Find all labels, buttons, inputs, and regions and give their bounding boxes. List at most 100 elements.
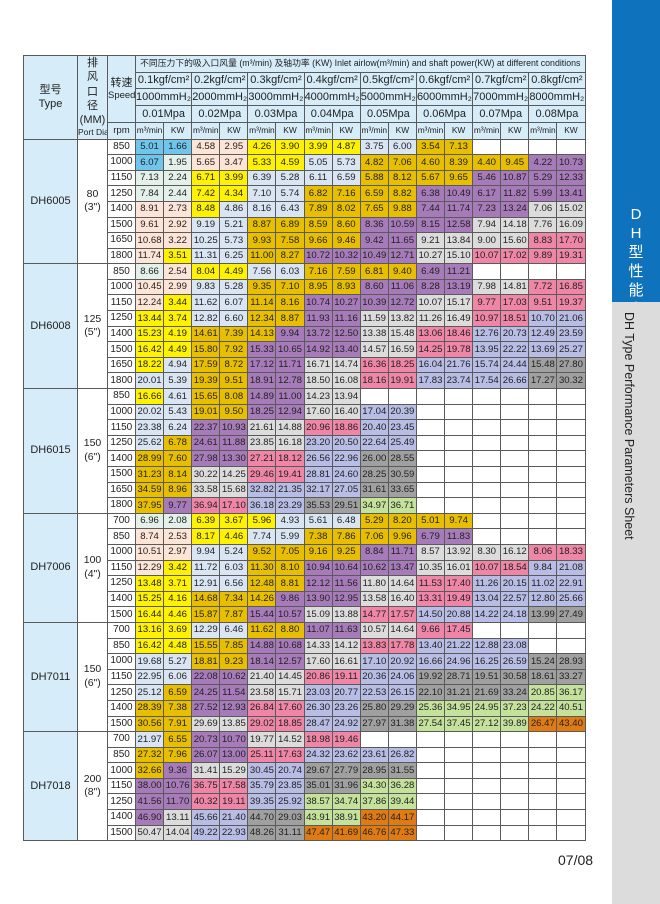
rpm-value: 1150: [107, 559, 136, 577]
airflow-value: 7.16: [303, 263, 333, 280]
power-value: 17.10: [219, 497, 249, 514]
airflow-value: 3.75: [359, 138, 389, 156]
power-value: 31.55: [387, 762, 417, 779]
airflow-value: [472, 731, 502, 748]
airflow-value: 12.48: [247, 575, 277, 592]
airflow-value: 10.45: [134, 278, 165, 296]
power-value: [556, 497, 586, 514]
rpm-value: 1400: [107, 200, 136, 218]
power-value: 16.49: [444, 310, 474, 327]
airflow-value: 10.51: [134, 543, 165, 561]
power-value: 29.29: [387, 699, 417, 717]
airflow-value: 12.88: [472, 637, 502, 655]
power-value: 30.59: [387, 466, 417, 483]
port-inch: (4"): [84, 567, 101, 580]
airflow-value: 22.53: [359, 684, 389, 701]
table-row: 1400 8.91 2.73 8.48 4.86 8.16 6.43 7.89 8.02 7.65…: [24, 200, 586, 218]
power-value: 27.05: [331, 481, 361, 499]
power-value: 29.51: [331, 497, 361, 514]
rpm-value: 850: [107, 138, 136, 156]
power-unit-header: KW: [163, 121, 193, 140]
airflow-value: 9.21: [415, 232, 446, 249]
power-value: [444, 777, 474, 795]
power-value: 20.74: [275, 762, 305, 779]
pressure-kgf: 0.7kgf/cm²: [472, 71, 530, 90]
power-value: 4.49: [163, 341, 193, 358]
port-mm: 80: [86, 187, 99, 200]
airflow-value: 12.82: [191, 310, 221, 327]
power-value: 12.50: [331, 325, 361, 343]
airflow-value: 30.45: [247, 762, 277, 779]
airflow-value: 13.69: [528, 341, 558, 358]
airflow-value: 7.84: [134, 185, 165, 202]
rpm-value: 1250: [107, 793, 136, 811]
pressure-kgf: 0.1kgf/cm²: [134, 71, 193, 90]
power-value: 8.72: [219, 356, 249, 374]
airflow-value: 5.01: [415, 512, 446, 530]
power-value: [500, 138, 530, 156]
port-diameter: 150 (6"): [77, 388, 108, 514]
airflow-value: 18.22: [134, 356, 165, 374]
power-value: 26.59: [500, 653, 530, 670]
airflow-value: 26.30: [303, 699, 333, 717]
airflow-value: 10.70: [528, 310, 558, 327]
airflow-value: 28.95: [359, 762, 389, 779]
airflow-value: 8.95: [303, 278, 333, 296]
power-value: [444, 403, 474, 421]
power-value: 23.85: [275, 777, 305, 795]
power-value: 17.03: [500, 294, 530, 312]
table-row: DH7011 150 (6") 700 13.16 3.69 12.29 6.46 11.62 8…: [23, 621, 586, 733]
airflow-value: 8.30: [472, 543, 502, 561]
table-row: 1400 15.23 4.19 14.61 7.39 14.13 9.94 13.72 12.5…: [24, 325, 586, 343]
type-header-en: Type: [38, 98, 63, 111]
table-row: 1400 28.39 7.38 27.52 12.93 26.84 17.60 26.30 23…: [24, 699, 586, 717]
airflow-value: 14.50: [415, 606, 446, 623]
power-value: 3.74: [163, 310, 193, 327]
airflow-value: 9.66: [415, 621, 446, 639]
power-value: 10.49: [444, 185, 474, 202]
power-value: 7.87: [219, 606, 249, 623]
table-body: DH6005 80 (3") 850 5.01 1.66 4.58 2.95 4.26 3.90 3…: [23, 138, 586, 842]
airflow-value: 15.74: [472, 356, 502, 374]
airflow-value: 12.91: [191, 575, 221, 592]
airflow-value: 28.39: [134, 699, 165, 717]
airflow-value: 16.42: [134, 341, 165, 358]
airflow-value: 19.68: [134, 653, 165, 670]
power-value: 19.11: [331, 668, 361, 686]
airflow-value: 9.61: [134, 216, 165, 234]
airflow-value: 18.98: [303, 731, 333, 748]
pressure-mmh2o: 7000mmH₂O: [472, 88, 530, 107]
airflow-value: 22.95: [134, 668, 165, 686]
airflow-value: 50.47: [134, 824, 165, 842]
pressure-mmh2o: 8000mmH₂O: [528, 88, 586, 107]
power-value: [387, 731, 417, 748]
airflow-value: 11.53: [415, 575, 446, 592]
airflow-value: 15.23: [134, 325, 165, 343]
rpm-value: 1400: [107, 450, 136, 467]
power-value: 22.57: [500, 590, 530, 608]
power-value: 8.14: [163, 466, 193, 483]
airflow-value: 19.51: [472, 668, 502, 686]
airflow-value: 27.97: [359, 715, 389, 733]
power-value: [500, 497, 530, 514]
airflow-value: 14.88: [247, 637, 277, 655]
power-value: 12.95: [331, 590, 361, 608]
power-value: 15.17: [444, 294, 474, 312]
airflow-value: 11.26: [415, 310, 446, 327]
power-value: [444, 824, 474, 842]
airflow-value: 8.06: [528, 543, 558, 561]
power-value: 14.18: [500, 216, 530, 234]
power-value: 37.45: [444, 715, 474, 733]
power-value: 8.80: [275, 621, 305, 639]
airflow-value: 13.95: [472, 341, 502, 358]
table-row: 1150 38.00 10.76 36.75 17.58 35.79 23.85 35.01 3…: [24, 777, 586, 795]
power-value: [556, 512, 586, 530]
rpm-value: 1250: [107, 575, 136, 592]
airflow-value: 3.99: [303, 138, 333, 156]
airflow-value: 7.13: [134, 169, 165, 187]
airflow-value: 13.40: [415, 637, 446, 655]
airflow-value: 6.96: [134, 512, 165, 530]
airflow-value: [472, 824, 502, 842]
power-value: 31.38: [387, 715, 417, 733]
power-value: 13.24: [500, 200, 530, 218]
